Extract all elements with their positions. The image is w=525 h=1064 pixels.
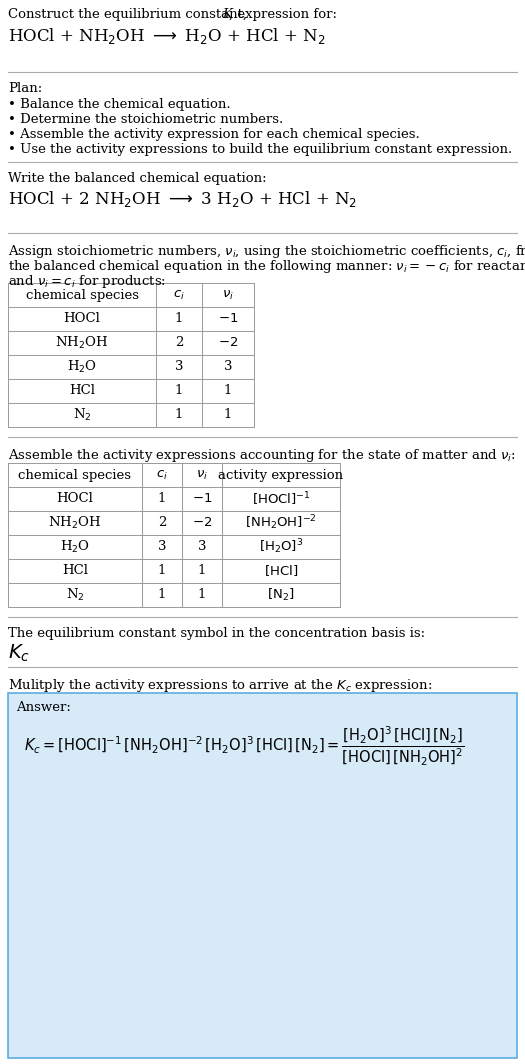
Text: • Balance the chemical equation.: • Balance the chemical equation. bbox=[8, 98, 230, 111]
Text: 1: 1 bbox=[198, 565, 206, 578]
Text: 3: 3 bbox=[158, 541, 166, 553]
Text: Answer:: Answer: bbox=[16, 701, 71, 714]
Text: $-1$: $-1$ bbox=[218, 313, 238, 326]
Text: $\mathit{K}_c$: $\mathit{K}_c$ bbox=[8, 643, 30, 664]
FancyBboxPatch shape bbox=[8, 693, 517, 1058]
Text: 3: 3 bbox=[175, 361, 183, 373]
Text: 1: 1 bbox=[224, 409, 232, 421]
Text: $\nu_i$: $\nu_i$ bbox=[222, 288, 234, 301]
Text: $K_c = [\mathrm{HOCl}]^{-1}\,[\mathrm{NH_2OH}]^{-2}\,[\mathrm{H_2O}]^3\,[\mathrm: $K_c = [\mathrm{HOCl}]^{-1}\,[\mathrm{NH… bbox=[24, 725, 465, 768]
Text: $[\mathrm{H_2O}]^3$: $[\mathrm{H_2O}]^3$ bbox=[259, 537, 303, 556]
Text: $-2$: $-2$ bbox=[192, 516, 212, 530]
Text: chemical species: chemical species bbox=[26, 288, 139, 301]
Text: N$_2$: N$_2$ bbox=[66, 587, 85, 603]
Text: HCl: HCl bbox=[69, 384, 95, 398]
Text: $[\mathrm{HCl}]$: $[\mathrm{HCl}]$ bbox=[264, 564, 298, 579]
Text: 2: 2 bbox=[175, 336, 183, 349]
Text: K: K bbox=[222, 9, 232, 21]
Text: Assign stoichiometric numbers, $\nu_i$, using the stoichiometric coefficients, $: Assign stoichiometric numbers, $\nu_i$, … bbox=[8, 243, 525, 260]
Text: $c_i$: $c_i$ bbox=[156, 468, 168, 482]
Text: and $\nu_i = c_i$ for products:: and $\nu_i = c_i$ for products: bbox=[8, 273, 166, 290]
Text: chemical species: chemical species bbox=[18, 468, 131, 482]
Text: $-1$: $-1$ bbox=[192, 493, 212, 505]
Text: HOCl: HOCl bbox=[57, 493, 93, 505]
Text: 1: 1 bbox=[175, 409, 183, 421]
Text: N$_2$: N$_2$ bbox=[72, 406, 91, 423]
Text: $[\mathrm{HOCl}]^{-1}$: $[\mathrm{HOCl}]^{-1}$ bbox=[251, 491, 310, 508]
Text: 1: 1 bbox=[158, 565, 166, 578]
Text: 1: 1 bbox=[224, 384, 232, 398]
Text: 2: 2 bbox=[158, 516, 166, 530]
Text: • Assemble the activity expression for each chemical species.: • Assemble the activity expression for e… bbox=[8, 128, 420, 142]
Text: H$_2$O: H$_2$O bbox=[67, 359, 97, 375]
Text: , expression for:: , expression for: bbox=[229, 9, 337, 21]
Text: HOCl + 2 NH$_2$OH $\longrightarrow$ 3 H$_2$O + HCl + N$_2$: HOCl + 2 NH$_2$OH $\longrightarrow$ 3 H$… bbox=[8, 189, 357, 209]
Text: 1: 1 bbox=[175, 313, 183, 326]
Text: H$_2$O: H$_2$O bbox=[60, 539, 90, 555]
Text: HOCl + NH$_2$OH $\longrightarrow$ H$_2$O + HCl + N$_2$: HOCl + NH$_2$OH $\longrightarrow$ H$_2$O… bbox=[8, 26, 326, 46]
Text: HOCl: HOCl bbox=[64, 313, 100, 326]
Text: HCl: HCl bbox=[62, 565, 88, 578]
Text: $-2$: $-2$ bbox=[218, 336, 238, 349]
Text: 1: 1 bbox=[158, 493, 166, 505]
Text: Write the balanced chemical equation:: Write the balanced chemical equation: bbox=[8, 172, 267, 185]
Text: Mulitply the activity expressions to arrive at the $K_c$ expression:: Mulitply the activity expressions to arr… bbox=[8, 677, 432, 694]
Text: $c_i$: $c_i$ bbox=[173, 288, 185, 301]
Text: • Use the activity expressions to build the equilibrium constant expression.: • Use the activity expressions to build … bbox=[8, 143, 512, 156]
Text: $[\mathrm{N_2}]$: $[\mathrm{N_2}]$ bbox=[267, 587, 295, 603]
Text: 1: 1 bbox=[198, 588, 206, 601]
Text: Plan:: Plan: bbox=[8, 82, 42, 95]
Text: $\nu_i$: $\nu_i$ bbox=[196, 468, 208, 482]
Text: 1: 1 bbox=[175, 384, 183, 398]
Text: activity expression: activity expression bbox=[218, 468, 343, 482]
Text: NH$_2$OH: NH$_2$OH bbox=[48, 515, 102, 531]
Text: 3: 3 bbox=[198, 541, 206, 553]
Text: the balanced chemical equation in the following manner: $\nu_i = -c_i$ for react: the balanced chemical equation in the fo… bbox=[8, 257, 525, 275]
Text: 3: 3 bbox=[224, 361, 232, 373]
Text: Assemble the activity expressions accounting for the state of matter and $\nu_i$: Assemble the activity expressions accoun… bbox=[8, 447, 516, 464]
Text: The equilibrium constant symbol in the concentration basis is:: The equilibrium constant symbol in the c… bbox=[8, 627, 425, 641]
Text: $[\mathrm{NH_2OH}]^{-2}$: $[\mathrm{NH_2OH}]^{-2}$ bbox=[245, 514, 317, 532]
Text: • Determine the stoichiometric numbers.: • Determine the stoichiometric numbers. bbox=[8, 113, 284, 126]
Text: Construct the equilibrium constant,: Construct the equilibrium constant, bbox=[8, 9, 251, 21]
Text: 1: 1 bbox=[158, 588, 166, 601]
Text: NH$_2$OH: NH$_2$OH bbox=[55, 335, 109, 351]
